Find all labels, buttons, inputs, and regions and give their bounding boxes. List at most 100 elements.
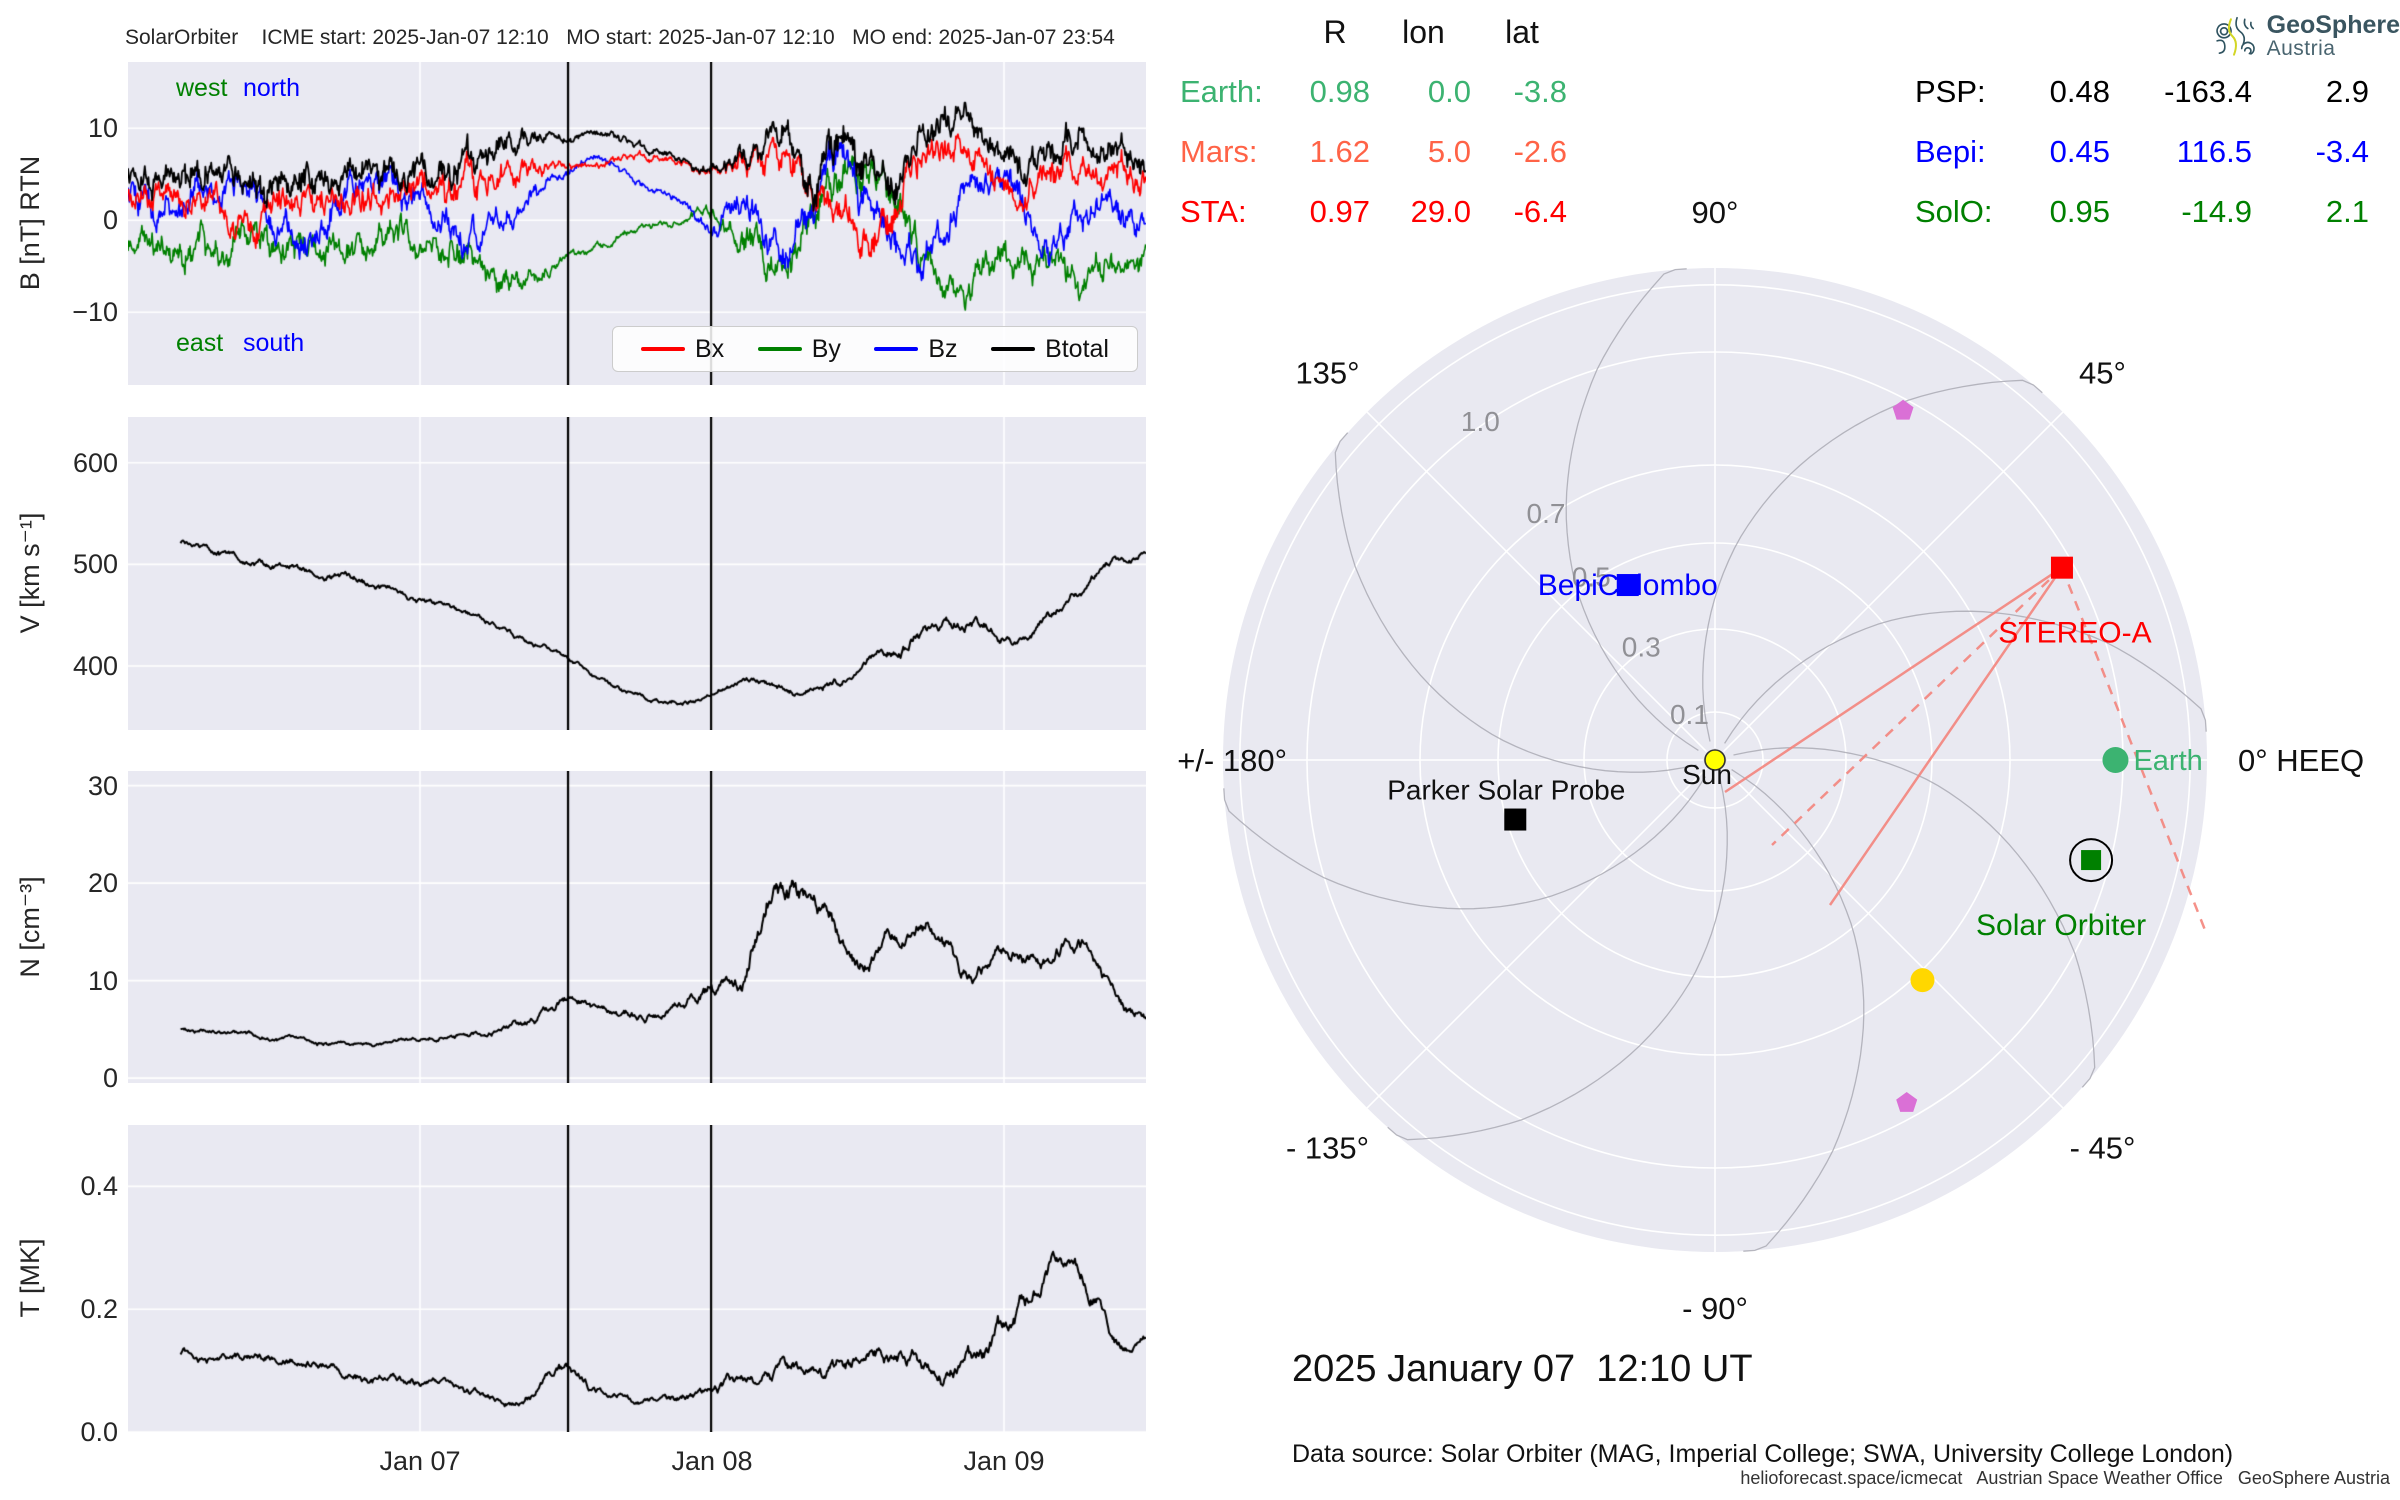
spacecraft-pentagon-1-marker <box>1892 399 1914 420</box>
logo-country: Austria <box>2266 37 2336 61</box>
col-header-r: R <box>1323 13 1347 50</box>
y-tick-label: 0 <box>102 205 118 236</box>
y-tick-label: 10 <box>87 113 118 144</box>
ring-label: 0.5 <box>1572 562 1611 593</box>
legend-label: Bx <box>695 334 725 363</box>
y-tick-label: 0.4 <box>80 1171 118 1202</box>
y-tick-label: −10 <box>72 297 118 328</box>
angle-grid-line <box>1366 767 1708 1109</box>
south-annotation: south <box>243 329 305 357</box>
stereo-a-marker <box>2050 556 2073 579</box>
earth-label: Earth <box>2133 745 2202 777</box>
parker-spiral-line <box>1223 776 1706 910</box>
figure-title: SolarOrbiter ICME start: 2025-Jan-07 12:… <box>125 26 1115 49</box>
x-tick-label: Jan 07 <box>379 1446 461 1476</box>
sun-marker <box>1704 749 1726 771</box>
angle-label: 45° <box>2079 356 2126 391</box>
angle-label: - 135° <box>1286 1130 1369 1165</box>
bx-line-swatch <box>641 347 685 351</box>
row-label: Bepi: <box>1915 134 1986 169</box>
lon-value: 116.5 <box>2176 134 2252 169</box>
position-table-spacecraft: PSP: 0.48 -163.4 2.9 Bepi: 0.45 116.5 -3… <box>1915 62 2381 242</box>
r-value: 0.95 <box>2049 194 2110 229</box>
table-row-solo: SolO: 0.95 -14.9 2.1 <box>1915 182 2381 242</box>
panel-canvas-v <box>128 417 1146 730</box>
y-tick-label: 400 <box>72 650 118 681</box>
x-tick-label: Jan 09 <box>963 1446 1045 1476</box>
lon-value: 5.0 <box>1427 134 1471 169</box>
solar-orbiter-orbit-circle <box>2069 838 2114 883</box>
angle-grid-line <box>1366 411 1708 753</box>
b-legend: Bx By Bz Btotal <box>612 326 1138 372</box>
row-label: Mars: <box>1180 134 1258 169</box>
earth-marker <box>2102 747 2129 773</box>
parker-spiral-line <box>1565 268 1699 751</box>
legend-item-bx: Bx <box>641 335 724 364</box>
datetime-label: 2025 January 07 12:10 UT <box>1292 1348 1753 1390</box>
icme-direction-dashed-line <box>1771 566 2063 846</box>
angle-grid-line <box>1722 411 2064 753</box>
parker-spiral-line <box>1702 379 2043 742</box>
col-header-lon: lon <box>1402 13 1445 50</box>
logo-text: GeoSphere Austria <box>2267 8 2400 60</box>
venus-marker <box>1910 968 1935 993</box>
parker-spiral-line <box>1334 432 1697 773</box>
angle-grid-line <box>1722 767 2064 1109</box>
table-row-bepi: Bepi: 0.45 116.5 -3.4 <box>1915 122 2381 182</box>
parker-spiral-line <box>1387 778 1728 1141</box>
legend-item-bz: Bz <box>874 334 958 364</box>
y-tick-label: 20 <box>87 868 118 899</box>
y-tick-label: 0.2 <box>80 1294 118 1325</box>
ring-label: 0.7 <box>1527 498 1566 529</box>
col-header-lat: lat <box>1505 13 1539 50</box>
icme-cone-line <box>1828 566 2063 906</box>
r-value: 1.62 <box>1309 134 1370 169</box>
by-line-swatch <box>757 347 802 351</box>
angle-label: 0° HEEQ <box>2238 743 2364 778</box>
r-value: 0.98 <box>1309 74 1370 109</box>
table-row-sta: STA: 0.97 29.0 -6.4 <box>1180 182 1573 242</box>
table-row-earth: Earth: 0.98 0.0 -3.8 <box>1180 62 1573 122</box>
y-tick-label: 30 <box>87 770 118 801</box>
r-value: 0.48 <box>2049 74 2110 109</box>
legend-label: By <box>811 334 841 363</box>
datasource-label: Data source: Solar Orbiter (MAG, Imperia… <box>1292 1440 2234 1468</box>
row-label: Earth: <box>1180 74 1263 109</box>
logo-name: GeoSphere <box>2266 11 2400 39</box>
y-tick-label: 500 <box>72 549 118 580</box>
row-label: PSP: <box>1915 74 1986 109</box>
angle-label: 90° <box>1692 195 1739 230</box>
panel-canvas-t <box>128 1125 1146 1432</box>
angle-label: 135° <box>1295 356 1359 391</box>
table-header-row: R lon lat <box>1180 2 1573 62</box>
angle-label: - 90° <box>1682 1291 1748 1326</box>
bz-line-swatch <box>874 347 919 351</box>
r-value: 0.45 <box>2049 134 2110 169</box>
lon-value: -14.9 <box>2181 194 2252 229</box>
y-tick-label: 0.0 <box>80 1417 118 1447</box>
legend-item-btotal: Btotal <box>991 335 1109 364</box>
angle-label: - 45° <box>2070 1130 2136 1165</box>
position-table-planets: R lon lat Earth: 0.98 0.0 -3.8 Mars: 1.6… <box>1180 2 1573 242</box>
lat-value: -3.8 <box>1513 74 1567 109</box>
lon-value: 0.0 <box>1427 74 1471 109</box>
spacecraft-pentagon-2-marker <box>1896 1092 1918 1112</box>
lon-value: 29.0 <box>1410 194 1471 229</box>
lon-value: -163.4 <box>2164 74 2252 109</box>
lat-value: -2.6 <box>1513 134 1567 169</box>
angle-label: +/- 180° <box>1177 743 1287 778</box>
legend-label: Bz <box>928 334 958 363</box>
credit-label: helioforecast.space/icmecat Austrian Spa… <box>1740 1468 2390 1488</box>
stereo-a-label: STEREO-A <box>1998 617 2151 650</box>
y-tick-label: 600 <box>72 447 118 478</box>
solar-orbiter-label: Solar Orbiter <box>1976 909 2146 942</box>
north-annotation: north <box>243 74 300 102</box>
parker-solar-probe-marker <box>1504 808 1527 831</box>
icme-direction-dashed-line <box>2060 567 2207 931</box>
geosphere-austria-logo: GeoSphere Austria <box>2214 8 2400 70</box>
sun-label: Sun <box>1682 759 1732 790</box>
lat-value: -6.4 <box>1513 194 1567 229</box>
table-row-psp: PSP: 0.48 -163.4 2.9 <box>1915 62 2381 122</box>
bepicolombo-marker <box>1616 574 1639 597</box>
